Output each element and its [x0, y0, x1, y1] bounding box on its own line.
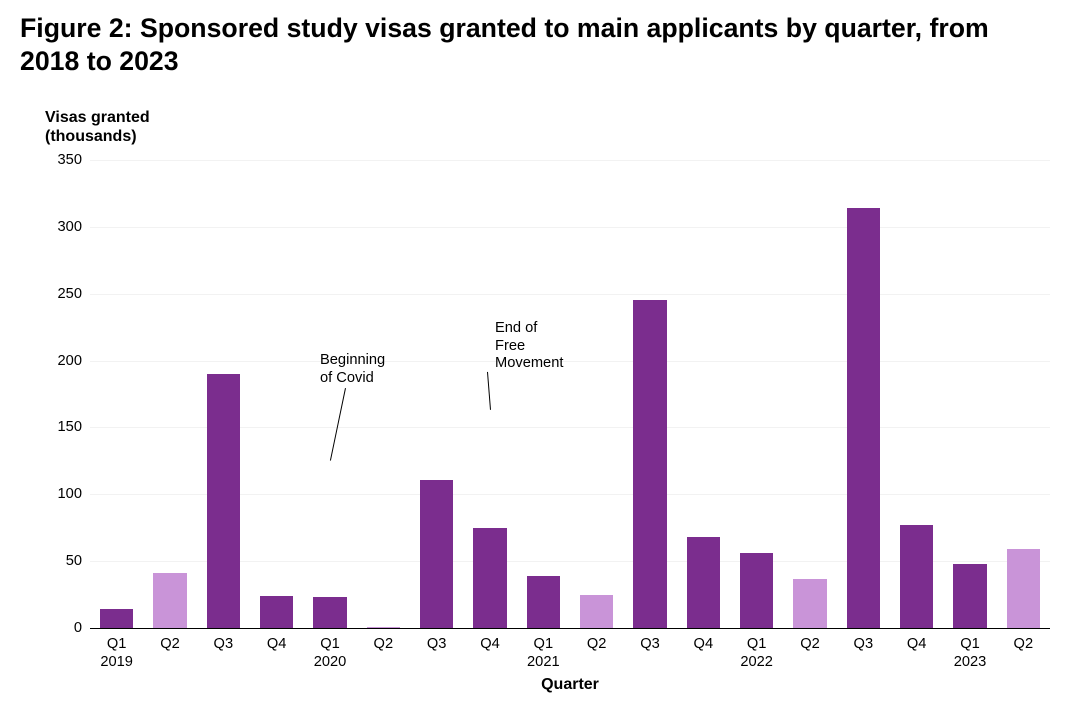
x-tick-quarter: Q3 — [640, 636, 660, 652]
figure-container: Figure 2: Sponsored study visas granted … — [0, 0, 1080, 719]
bar — [207, 374, 240, 628]
bar — [313, 597, 346, 628]
gridline — [90, 160, 1050, 161]
x-tick-quarter: Q3 — [854, 636, 874, 652]
x-tick-year: 2022 — [740, 654, 773, 670]
bar — [793, 579, 826, 628]
x-tick-quarter: Q4 — [267, 636, 287, 652]
bar — [100, 609, 133, 628]
x-tick-quarter: Q1 — [107, 636, 127, 652]
bar — [153, 573, 186, 628]
x-tick-year: 2023 — [954, 654, 987, 670]
x-tick-quarter: Q4 — [694, 636, 714, 652]
bar — [260, 596, 293, 628]
annotation-label: End of Free Movement — [495, 320, 563, 373]
x-tick-quarter: Q2 — [374, 636, 394, 652]
x-tick-year: 2019 — [100, 654, 133, 670]
y-tick-label: 250 — [58, 286, 82, 302]
y-tick-label: 300 — [58, 219, 82, 235]
x-tick-quarter: Q3 — [214, 636, 234, 652]
x-axis-title: Quarter — [541, 676, 599, 694]
y-tick-label: 200 — [58, 353, 82, 369]
x-tick-quarter: Q4 — [480, 636, 500, 652]
y-tick-label: 50 — [66, 553, 82, 569]
gridline — [90, 361, 1050, 362]
y-tick-label: 0 — [74, 620, 82, 636]
bar — [953, 564, 986, 628]
gridline — [90, 294, 1050, 295]
x-tick-year: 2020 — [314, 654, 347, 670]
x-axis-line — [90, 628, 1050, 629]
x-tick-quarter: Q2 — [160, 636, 180, 652]
bar — [580, 595, 613, 628]
bar — [633, 300, 666, 628]
annotation-label: Beginning of Covid — [320, 352, 385, 387]
x-tick-quarter: Q2 — [1014, 636, 1034, 652]
bar — [1007, 549, 1040, 628]
bar — [740, 553, 773, 628]
x-tick-quarter: Q1 — [534, 636, 554, 652]
x-tick-quarter: Q1 — [960, 636, 980, 652]
x-tick-quarter: Q2 — [800, 636, 820, 652]
plot-area: 050100150200250300350Q12019Q2Q3Q4Q12020Q… — [90, 160, 1050, 628]
bar — [847, 208, 880, 628]
gridline — [90, 227, 1050, 228]
chart-title: Figure 2: Sponsored study visas granted … — [20, 12, 1020, 79]
bar — [527, 576, 560, 628]
bar — [687, 537, 720, 628]
x-tick-quarter: Q2 — [587, 636, 607, 652]
x-tick-year: 2021 — [527, 654, 560, 670]
y-tick-label: 150 — [58, 419, 82, 435]
y-axis-title: Visas granted (thousands) — [45, 108, 150, 146]
x-tick-quarter: Q1 — [320, 636, 340, 652]
bar — [473, 528, 506, 628]
x-tick-quarter: Q4 — [907, 636, 927, 652]
bar — [420, 480, 453, 628]
y-tick-label: 350 — [58, 152, 82, 168]
bar — [900, 525, 933, 628]
x-tick-quarter: Q1 — [747, 636, 767, 652]
y-tick-label: 100 — [58, 486, 82, 502]
x-tick-quarter: Q3 — [427, 636, 447, 652]
